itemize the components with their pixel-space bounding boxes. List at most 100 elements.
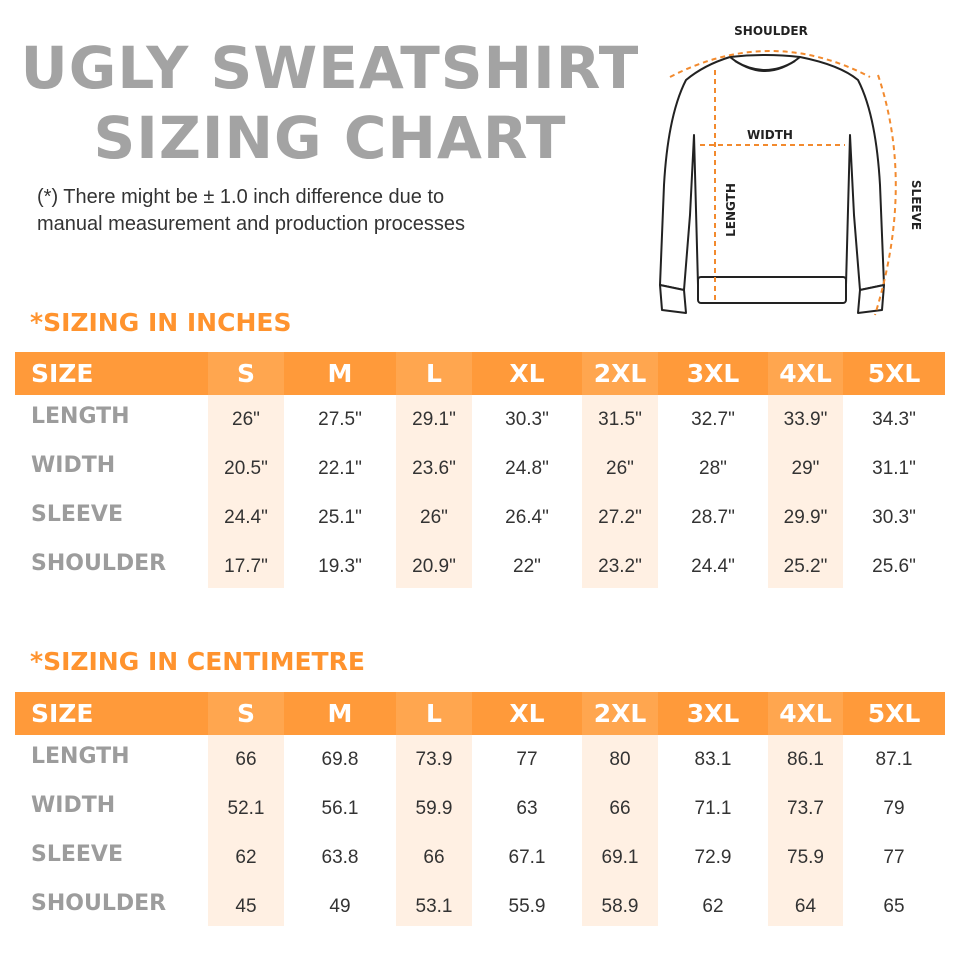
table-cell: 28" [699,458,727,479]
table-cell: 25.1" [318,507,362,528]
header-size-3xl: 3XL [686,699,740,728]
sweatshirt-diagram: SHOULDER WIDTH LENGTH SLEEVE [659,24,923,316]
table-row: WIDTH 52.1 56.1 59.9 63 66 71.1 73.7 79 [15,785,945,834]
table-cell: 58.9 [601,896,639,917]
table-cell: 75.9 [787,847,824,868]
table-cell: 26" [420,507,448,528]
header-size-s: S [208,352,284,395]
table-cell: 17.7" [224,556,268,577]
header-size-3xl: 3XL [686,359,740,388]
table-row: WIDTH 20.5" 22.1" 23.6" 24.8" 26" 28" 29" 31.1" [15,445,945,494]
row-label: LENGTH [31,404,130,429]
table-cell: 29" [791,458,820,479]
table-cell: 66 [423,847,445,868]
header-size-4xl: 4XL [768,692,843,735]
table-cell: 71.1 [694,798,732,819]
table-row: LENGTH 26" 27.5" 29.1" 30.3" 31.5" 32.7" 33.9" 3… [15,396,945,445]
table-cell: 53.1 [415,896,453,917]
table-cell: 79 [883,798,905,819]
table-cell: 66 [235,749,257,770]
table-cell: 52.1 [227,798,265,819]
table-cell: 19.3" [318,556,362,577]
table-cell: 67.1 [508,847,546,868]
table-cell: 31.1" [872,458,916,479]
table-cell: 25.6" [872,556,916,577]
header-size-label: SIZE [31,699,94,728]
row-label: LENGTH [31,744,130,769]
table-cell: 34.3" [872,409,916,430]
table-cell: 69.8 [321,749,359,770]
row-label: SHOULDER [31,891,167,916]
table-cell: 25.2" [783,556,828,577]
table-cell: 33.9" [783,409,828,430]
table-cell: 66 [609,798,631,819]
header-size-5xl: 5XL [867,359,921,388]
table-cell: 55.9 [508,896,546,917]
inches-heading: *SIZING IN INCHES [30,308,292,337]
table-cell: 20.9" [412,556,456,577]
table-cell: 45 [235,896,257,917]
table-cell: 23.6" [412,458,456,479]
note-line-2: manual measurement and production proces… [37,213,466,235]
table-cell: 29.9" [783,507,828,528]
table-cell: 26" [232,409,260,430]
row-label: SHOULDER [31,551,167,576]
table-cell: 32.7" [691,409,735,430]
diagram-label-width: WIDTH [747,128,793,142]
table-row: SHOULDER 17.7" 19.3" 20.9" 22" 23.2" 24.4" 25.2… [15,543,945,592]
header-size-l: L [396,352,472,395]
table-cell: 22" [513,556,541,577]
table-cell: 30.3" [505,409,549,430]
table-cell: 49 [329,896,351,917]
table-cell: 27.2" [598,507,642,528]
table-cell: 29.1" [412,409,456,430]
table-cell: 72.9 [694,847,732,868]
table-cell: 69.1 [601,847,639,868]
table-cell: 26" [606,458,634,479]
table-cell: 73.7 [787,798,824,819]
header-size-2xl: 2XL [582,352,658,395]
diagram-label-length: LENGTH [724,183,738,237]
table-cell: 65 [883,896,905,917]
table-cell: 77 [883,847,905,868]
header-size-m: M [327,359,353,388]
note-line-1: (*) There might be ± 1.0 inch difference… [37,186,445,208]
table-cell: 64 [794,896,817,917]
table-cell: 77 [516,749,538,770]
diagram-label-sleeve: SLEEVE [909,180,923,230]
table-cell: 23.2" [598,556,642,577]
table-row: SHOULDER 45 49 53.1 55.9 58.9 62 64 65 [15,883,945,932]
table-row: SLEEVE 62 63.8 66 67.1 69.1 72.9 75.9 77 [15,834,945,883]
row-label: SLEEVE [31,842,123,867]
table-cell: 24.4" [224,507,268,528]
table-cell: 87.1 [875,749,913,770]
row-label: WIDTH [31,793,116,818]
title-line-2: SIZING CHART [93,104,567,172]
table-cell: 27.5" [318,409,362,430]
table-cell: 59.9 [415,798,453,819]
header-size-xl: XL [509,699,545,728]
row-label: WIDTH [31,453,116,478]
header-size-2xl: 2XL [582,692,658,735]
table-cell: 56.1 [321,798,359,819]
inches-table: SIZE S M L XL 2XL 3XL 4XL 5XL LENGTH 26" 27.5" 29.1"… [15,352,945,588]
header-size-m: M [327,699,353,728]
sweatshirt-body-outline [659,54,885,291]
table-cell: 24.4" [691,556,735,577]
table-cell: 26.4" [505,507,549,528]
table-cell: 86.1 [787,749,824,770]
table-row: SLEEVE 24.4" 25.1" 26" 26.4" 27.2" 28.7" 29.9" 3… [15,494,945,543]
header-size-xl: XL [509,359,545,388]
table-row: LENGTH 66 69.8 73.9 77 80 83.1 86.1 87.1 [15,736,945,785]
table-cell: 31.5" [598,409,642,430]
table-cell: 20.5" [224,458,268,479]
diagram-label-shoulder: SHOULDER [734,24,808,38]
centimetre-table: SIZE S M L XL 2XL 3XL 4XL 5XL LENGTH 66 69.8 73.9 77 8… [15,692,945,926]
row-label: SLEEVE [31,502,123,527]
header-size-l: L [396,692,472,735]
table-cell: 62 [235,847,257,868]
header-size-4xl: 4XL [768,352,843,395]
table-cell: 63 [516,798,538,819]
table-cell: 24.8" [505,458,549,479]
table-cell: 83.1 [694,749,732,770]
